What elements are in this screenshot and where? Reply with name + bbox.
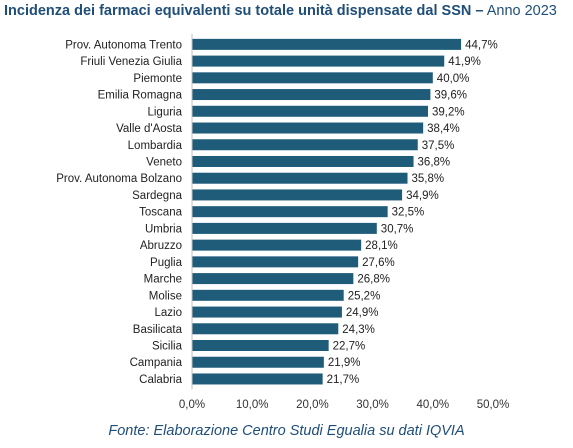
bar	[192, 340, 329, 351]
value-label: 25,2%	[348, 290, 381, 302]
value-label: 22,7%	[333, 341, 366, 353]
chart-source: Fonte: Elaborazione Centro Studi Egualia…	[108, 423, 465, 439]
value-label: 24,9%	[346, 307, 379, 319]
bar	[192, 289, 344, 301]
category-label: Piemonte	[133, 73, 182, 85]
bar	[192, 172, 408, 184]
category-label: Friuli Venezia Giulia	[80, 56, 182, 68]
value-label: 34,9%	[406, 190, 439, 202]
value-label: 24,3%	[342, 324, 375, 336]
bar	[192, 155, 414, 167]
category-label: Toscana	[139, 207, 182, 219]
bar	[192, 89, 431, 101]
chart-title-separator: –	[475, 3, 484, 19]
value-label: 21,7%	[327, 374, 360, 386]
value-label: 35,8%	[412, 173, 445, 185]
value-label: 39,6%	[434, 90, 467, 102]
value-label: 27,6%	[362, 257, 395, 269]
x-tick-label: 0,0%	[179, 399, 205, 411]
bar	[192, 256, 359, 268]
value-label: 26,8%	[357, 274, 390, 286]
bar	[192, 273, 354, 285]
chart-title: Incidenza dei farmaci equivalenti su tot…	[4, 3, 557, 19]
category-label: Umbria	[145, 223, 183, 235]
value-label: 37,5%	[422, 140, 455, 152]
bar	[192, 189, 403, 201]
x-tick-label: 10,0%	[236, 399, 269, 411]
value-label: 40,0%	[437, 73, 470, 85]
bar	[192, 323, 339, 335]
bar	[192, 38, 462, 50]
bar	[192, 373, 323, 385]
bar	[192, 222, 377, 234]
category-label: Lombardia	[128, 140, 183, 152]
category-label: Prov. Autonoma Bolzano	[56, 173, 182, 185]
category-label: Sicilia	[152, 341, 183, 353]
bar	[192, 206, 388, 218]
bar	[192, 105, 428, 117]
x-tick-label: 40,0%	[416, 399, 449, 411]
bar	[192, 306, 342, 318]
chart-title-year: Anno 2023	[486, 3, 557, 19]
bar	[192, 356, 324, 368]
x-tick-label: 20,0%	[296, 399, 329, 411]
bar	[192, 239, 362, 251]
bar	[192, 72, 433, 84]
category-label: Molise	[149, 290, 182, 302]
value-label: 21,9%	[328, 357, 361, 369]
category-label: Lazio	[155, 307, 183, 319]
category-label: Basilicata	[133, 324, 183, 336]
category-label: Emilia Romagna	[98, 90, 183, 102]
chart-title-main: Incidenza dei farmaci equivalenti su tot…	[4, 3, 472, 19]
value-label: 36,8%	[418, 156, 451, 168]
value-label: 39,2%	[432, 106, 465, 118]
value-label: 28,1%	[365, 240, 398, 252]
category-label: Liguria	[147, 106, 182, 118]
x-tick-label: 30,0%	[356, 399, 389, 411]
category-label: Sardegna	[132, 190, 182, 202]
category-label: Prov. Autonoma Trento	[65, 39, 182, 51]
bar	[192, 55, 445, 67]
x-tick-label: 50,0%	[477, 399, 510, 411]
value-label: 32,5%	[392, 207, 425, 219]
value-label: 30,7%	[381, 223, 414, 235]
category-label: Valle d'Aosta	[116, 123, 183, 135]
value-label: 44,7%	[465, 39, 498, 51]
category-label: Puglia	[150, 257, 183, 269]
bar	[192, 139, 418, 151]
bar	[192, 122, 424, 134]
category-label: Marche	[144, 274, 182, 286]
category-label: Abruzzo	[140, 240, 182, 252]
category-label: Veneto	[146, 156, 182, 168]
category-label: Campania	[130, 357, 183, 369]
value-label: 41,9%	[448, 56, 481, 68]
category-label: Calabria	[139, 374, 182, 386]
value-label: 38,4%	[427, 123, 460, 135]
